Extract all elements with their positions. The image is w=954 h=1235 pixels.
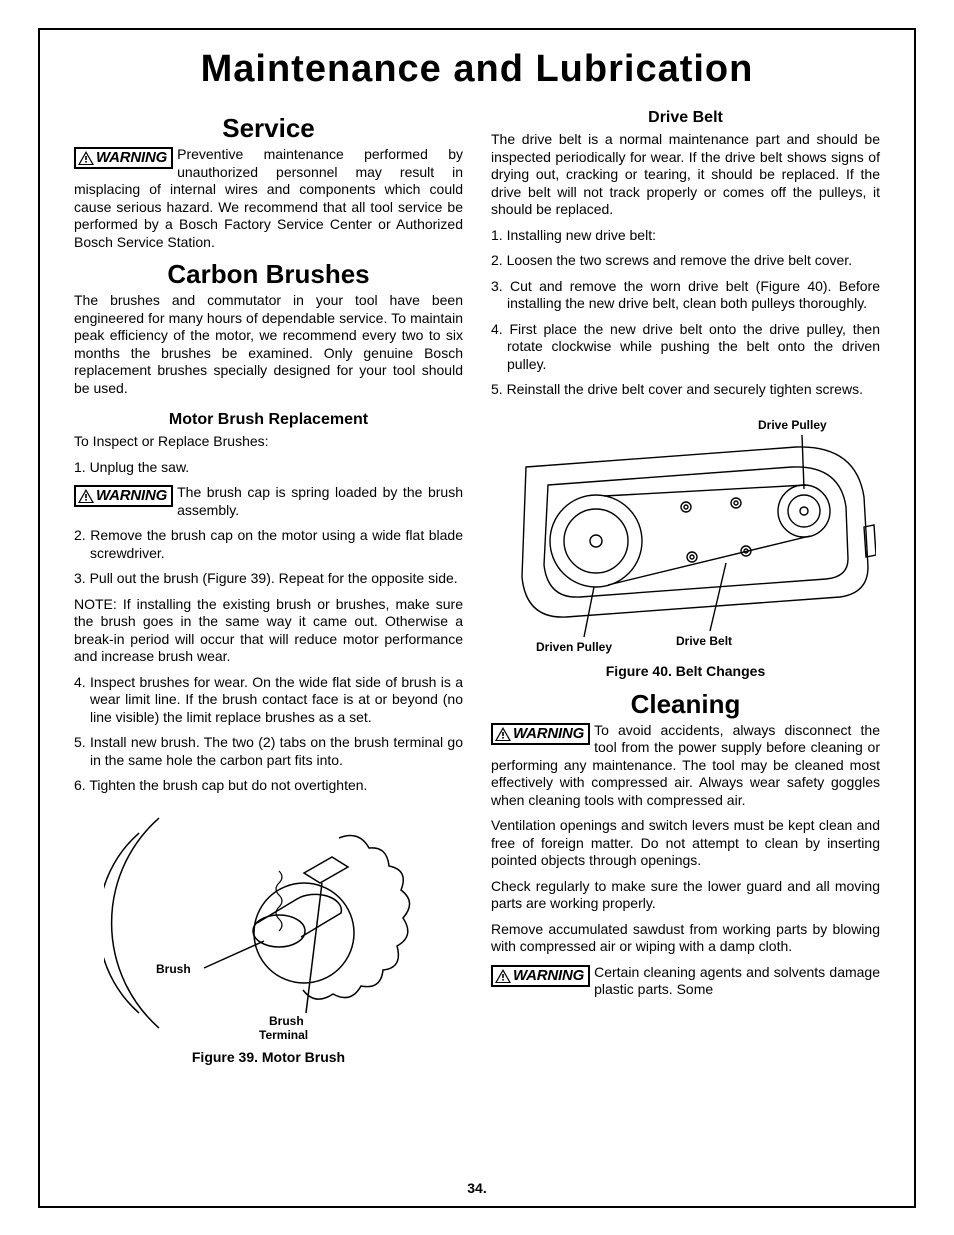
carbon-step-6: 6. Tighten the brush cap but do not over… [74,777,463,795]
service-warning-paragraph: WARNING Preventive maintenance performed… [74,146,463,251]
drive-step-4: 4. First place the new drive belt onto t… [491,321,880,374]
drive-step-5: 5. Reinstall the drive belt cover and se… [491,381,880,399]
page-border: Maintenance and Lubrication Service WARN… [38,28,916,1208]
carbon-step-3: 3. Pull out the brush (Figure 39). Repea… [74,570,463,588]
warning-badge: WARNING [74,485,173,507]
warning-badge: WARNING [74,147,173,169]
drive-intro: The drive belt is a normal maintenance p… [491,131,880,219]
carbon-warning-paragraph: WARNING The brush cap is spring loaded b… [74,484,463,519]
cleaning-warning-2-text: Certain cleaning agents and solvents dam… [594,964,880,998]
carbon-step-4: 4. Inspect brushes for wear. On the wide… [74,674,463,727]
figure-40-belt-changes: Drive Pulley Driven Pulley Drive Belt [496,407,876,657]
figure-39-motor-brush: Brush Brush Terminal [104,803,434,1043]
warning-label-text: WARNING [96,149,167,166]
two-column-layout: Service WARNING Preventive maintenance p… [74,105,880,1075]
drive-step-2: 2. Loosen the two screws and remove the … [491,252,880,270]
warning-label-text: WARNING [513,967,584,984]
drive-belt-heading: Drive Belt [491,109,880,127]
warning-triangle-icon [78,151,94,165]
cleaning-warning-2-paragraph: WARNING Certain cleaning agents and solv… [491,964,880,999]
carbon-step-1: 1. Unplug the saw. [74,459,463,477]
cleaning-p3: Check regularly to make sure the lower g… [491,878,880,913]
figure-40-label-driven-pulley: Driven Pulley [536,640,612,654]
warning-label-text: WARNING [513,725,584,742]
figure-40-caption: Figure 40. Belt Changes [491,663,880,679]
cleaning-warning-1-paragraph: WARNING To avoid accidents, always disco… [491,722,880,810]
warning-label-text: WARNING [96,487,167,504]
carbon-lead: To Inspect or Replace Brushes: [74,433,463,451]
service-heading: Service [74,113,463,144]
warning-triangle-icon [495,969,511,983]
left-column: Service WARNING Preventive maintenance p… [74,105,463,1075]
carbon-intro: The brushes and commutator in your tool … [74,292,463,397]
carbon-heading: Carbon Brushes [74,259,463,290]
cleaning-p4: Remove accumulated sawdust from working … [491,921,880,956]
drive-step-1: 1. Installing new drive belt: [491,227,880,245]
figure-39-label-brush: Brush [156,962,191,976]
page-number: 34. [40,1180,914,1196]
warning-badge: WARNING [491,965,590,987]
warning-triangle-icon [78,489,94,503]
right-column: Drive Belt The drive belt is a normal ma… [491,105,880,1075]
figure-40-label-drive-belt: Drive Belt [676,634,732,648]
figure-40-label-drive-pulley: Drive Pulley [758,418,827,432]
warning-badge: WARNING [491,723,590,745]
carbon-step-2: 2. Remove the brush cap on the motor usi… [74,527,463,562]
figure-39-label-terminal-l2: Terminal [259,1028,308,1042]
carbon-step-5: 5. Install new brush. The two (2) tabs o… [74,734,463,769]
warning-triangle-icon [495,727,511,741]
page-title: Maintenance and Lubrication [74,48,880,91]
figure-39-label-terminal-l1: Brush [269,1014,304,1028]
cleaning-p2: Ventilation openings and switch levers m… [491,817,880,870]
carbon-warning-text: The brush cap is spring loaded by the br… [177,484,463,518]
cleaning-heading: Cleaning [491,689,880,720]
motor-brush-sub-heading: Motor Brush Replacement [74,411,463,429]
carbon-note: NOTE: If installing the existing brush o… [74,596,463,666]
drive-step-3: 3. Cut and remove the worn drive belt (F… [491,278,880,313]
figure-39-caption: Figure 39. Motor Brush [74,1049,463,1065]
